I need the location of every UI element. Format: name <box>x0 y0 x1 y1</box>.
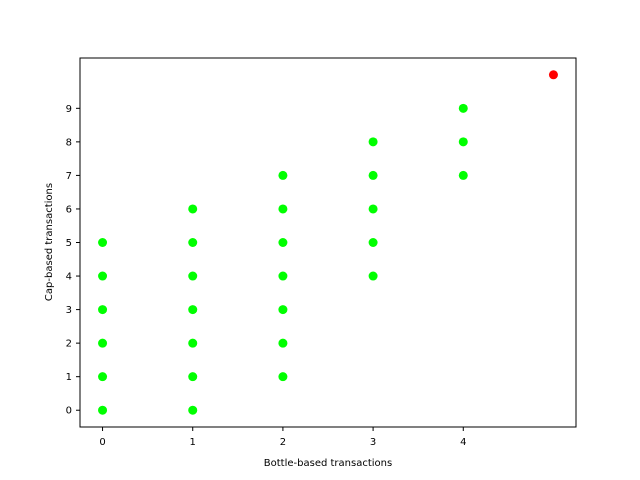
plot-area <box>80 58 576 427</box>
y-tick-label: 1 <box>66 372 72 383</box>
data-point <box>368 204 378 214</box>
y-tick-label: 3 <box>66 305 72 316</box>
data-point <box>458 103 468 113</box>
data-point <box>188 238 198 247</box>
data-point <box>98 372 108 382</box>
data-point <box>188 405 198 415</box>
y-tick-label: 5 <box>66 238 72 249</box>
y-axis-label: Cap-based transactions <box>44 183 55 301</box>
data-point <box>278 305 288 315</box>
data-point <box>368 137 378 147</box>
data-point <box>188 305 198 315</box>
y-tick-label: 7 <box>66 171 72 182</box>
data-point <box>368 170 378 180</box>
points-layer <box>98 70 558 415</box>
data-point <box>368 238 378 247</box>
data-point <box>98 305 108 315</box>
data-point <box>368 271 378 281</box>
data-point <box>98 338 108 348</box>
data-point <box>98 405 108 415</box>
y-tick-label: 0 <box>66 406 72 417</box>
data-point <box>278 170 288 180</box>
y-tick-label: 8 <box>66 137 72 148</box>
data-point <box>458 137 468 147</box>
data-point <box>548 70 558 80</box>
y-tick-label: 6 <box>66 204 72 215</box>
x-axis-label: Bottle-based transactions <box>264 458 392 469</box>
data-point <box>278 238 288 247</box>
y-tick-label: 4 <box>66 272 72 283</box>
y-axis-ticks: 0 1 2 3 4 5 6 7 8 9 <box>66 104 80 417</box>
data-point <box>278 338 288 348</box>
x-tick-label: 2 <box>280 437 286 448</box>
x-tick-label: 0 <box>99 437 105 448</box>
x-tick-label: 3 <box>370 437 376 448</box>
data-point <box>278 372 288 382</box>
data-point <box>278 204 288 214</box>
x-tick-label: 4 <box>460 437 466 448</box>
data-point <box>188 372 198 382</box>
data-point <box>98 238 108 247</box>
y-tick-label: 9 <box>66 104 72 115</box>
x-tick-label: 1 <box>190 437 196 448</box>
y-tick-label: 2 <box>66 339 72 350</box>
data-point <box>98 271 108 281</box>
data-point <box>188 338 198 348</box>
data-point <box>188 204 198 214</box>
data-point <box>188 271 198 281</box>
data-point <box>458 170 468 180</box>
data-point <box>278 271 288 281</box>
x-axis-ticks: 0 1 2 3 4 <box>99 427 466 448</box>
plot-frame <box>79 57 577 428</box>
